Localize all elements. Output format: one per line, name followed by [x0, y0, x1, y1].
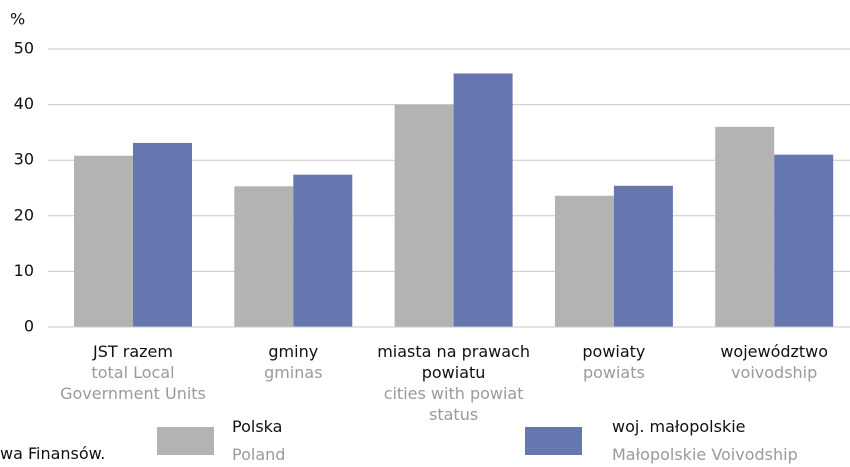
y-tick-label: 20 — [14, 205, 34, 224]
legend-label: woj. małopolskie — [612, 417, 746, 436]
category-pl: gminy — [268, 342, 319, 361]
bar — [453, 73, 513, 328]
x-tick-label: gminy gminas — [208, 341, 378, 383]
y-tick-label: 50 — [14, 39, 34, 58]
category-en: powiats — [582, 363, 645, 382]
bar — [74, 155, 133, 327]
bar — [774, 154, 834, 327]
category-en: total Local Government Units — [60, 363, 206, 403]
y-unit: % — [10, 10, 25, 29]
legend-label: Polska — [232, 417, 283, 436]
bar — [715, 126, 775, 327]
legend-swatch — [525, 427, 582, 455]
category-pl: województwo — [720, 342, 829, 361]
source: wa Finansów. — [0, 444, 106, 463]
x-tick-label: województwo voivodship — [689, 341, 850, 383]
category-en: voivodship — [731, 363, 818, 382]
legend-label-en: Poland — [232, 445, 286, 464]
legend-swatch — [157, 427, 214, 455]
category-pl: JST razem — [93, 342, 173, 361]
legend-label-en: Małopolskie Voivodship — [612, 445, 798, 464]
bar — [613, 185, 673, 327]
y-tick-label: 40 — [14, 94, 34, 113]
category-en: gminas — [264, 363, 323, 382]
category-pl: miasta na prawach powiatu — [377, 342, 530, 382]
x-tick-label: powiaty powiats — [529, 341, 699, 383]
bar — [133, 142, 192, 327]
bar — [293, 174, 353, 327]
bar — [394, 104, 454, 327]
y-tick-label: 0 — [24, 317, 34, 336]
bar — [234, 186, 294, 327]
x-tick-label: JST razem total Local Government Units — [48, 341, 218, 404]
category-pl: powiaty — [582, 342, 646, 361]
y-tick-label: 30 — [14, 150, 34, 169]
category-en: cities with powiat status — [383, 384, 524, 424]
bar — [554, 195, 614, 327]
y-tick-label: 10 — [14, 261, 34, 280]
x-tick-label: miasta na prawach powiatu cities with pow… — [369, 341, 539, 425]
